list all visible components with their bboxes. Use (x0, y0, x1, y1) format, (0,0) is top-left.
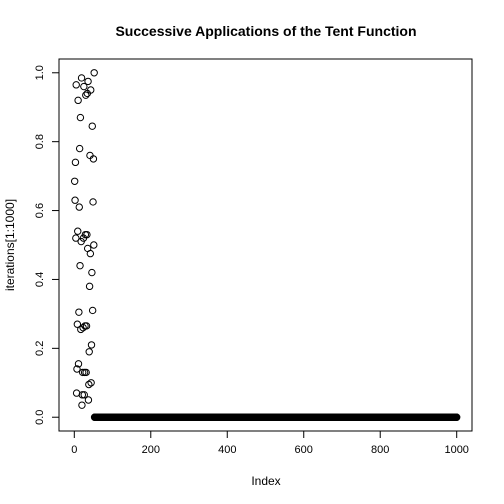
data-point (85, 380, 93, 389)
data-point (88, 122, 96, 130)
y-axis: 0.0 0.2 0.4 0.6 0.8 1.0 (34, 65, 60, 425)
data-point (73, 320, 82, 328)
x-axis-label: Index (251, 474, 280, 488)
data-point (80, 82, 88, 91)
data-point (86, 249, 95, 258)
y-tick-label: 0.0 (34, 410, 46, 425)
x-axis: 0 200 400 600 800 1000 (71, 430, 469, 456)
data-point (88, 268, 96, 277)
y-axis-label: iterations[1:1000] (3, 199, 17, 291)
data-point (79, 368, 87, 377)
data-point (72, 234, 80, 242)
data-point (84, 77, 92, 86)
data-point (78, 391, 87, 399)
y-tick-label: 0.8 (34, 134, 46, 149)
data-point (79, 323, 87, 332)
x-tick-label: 200 (142, 444, 160, 456)
data-point (74, 96, 82, 105)
data-point (76, 113, 85, 122)
plot-frame (58, 58, 473, 432)
data-point (87, 86, 95, 94)
data-point (87, 341, 96, 349)
data-point (76, 261, 84, 270)
data-point (73, 365, 81, 373)
data-point (75, 144, 84, 153)
data-points (70, 69, 461, 421)
x-tick-label: 0 (71, 444, 77, 456)
data-point (90, 69, 98, 77)
data-point (85, 348, 93, 356)
data-point (82, 91, 90, 99)
x-tick-label: 1000 (444, 444, 468, 456)
data-point (89, 155, 98, 163)
data-point (72, 81, 80, 89)
y-tick-label: 1.0 (34, 65, 46, 80)
data-point (82, 368, 90, 377)
chart-title: Successive Applications of the Tent Func… (115, 23, 416, 39)
data-point (90, 241, 98, 249)
data-point (453, 413, 461, 421)
data-point (83, 230, 91, 239)
data-point (78, 401, 86, 409)
data-point (74, 227, 82, 235)
data-point (88, 306, 97, 315)
data-point (89, 198, 97, 206)
x-tick-label: 800 (371, 444, 389, 456)
data-point (70, 177, 79, 185)
data-point (71, 196, 79, 204)
data-point (85, 282, 94, 291)
data-point (82, 322, 91, 330)
y-tick-label: 0.4 (34, 272, 46, 287)
x-tick-label: 600 (295, 444, 313, 456)
data-point (75, 308, 83, 316)
data-point (84, 396, 93, 404)
data-point (75, 203, 83, 211)
data-point (87, 379, 95, 387)
y-tick-label: 0.2 (34, 341, 46, 356)
data-point (77, 74, 86, 82)
x-tick-label: 400 (218, 444, 236, 456)
data-point (80, 391, 88, 399)
data-point (71, 158, 80, 167)
y-tick-label: 0.6 (34, 203, 46, 218)
data-point (74, 360, 83, 368)
